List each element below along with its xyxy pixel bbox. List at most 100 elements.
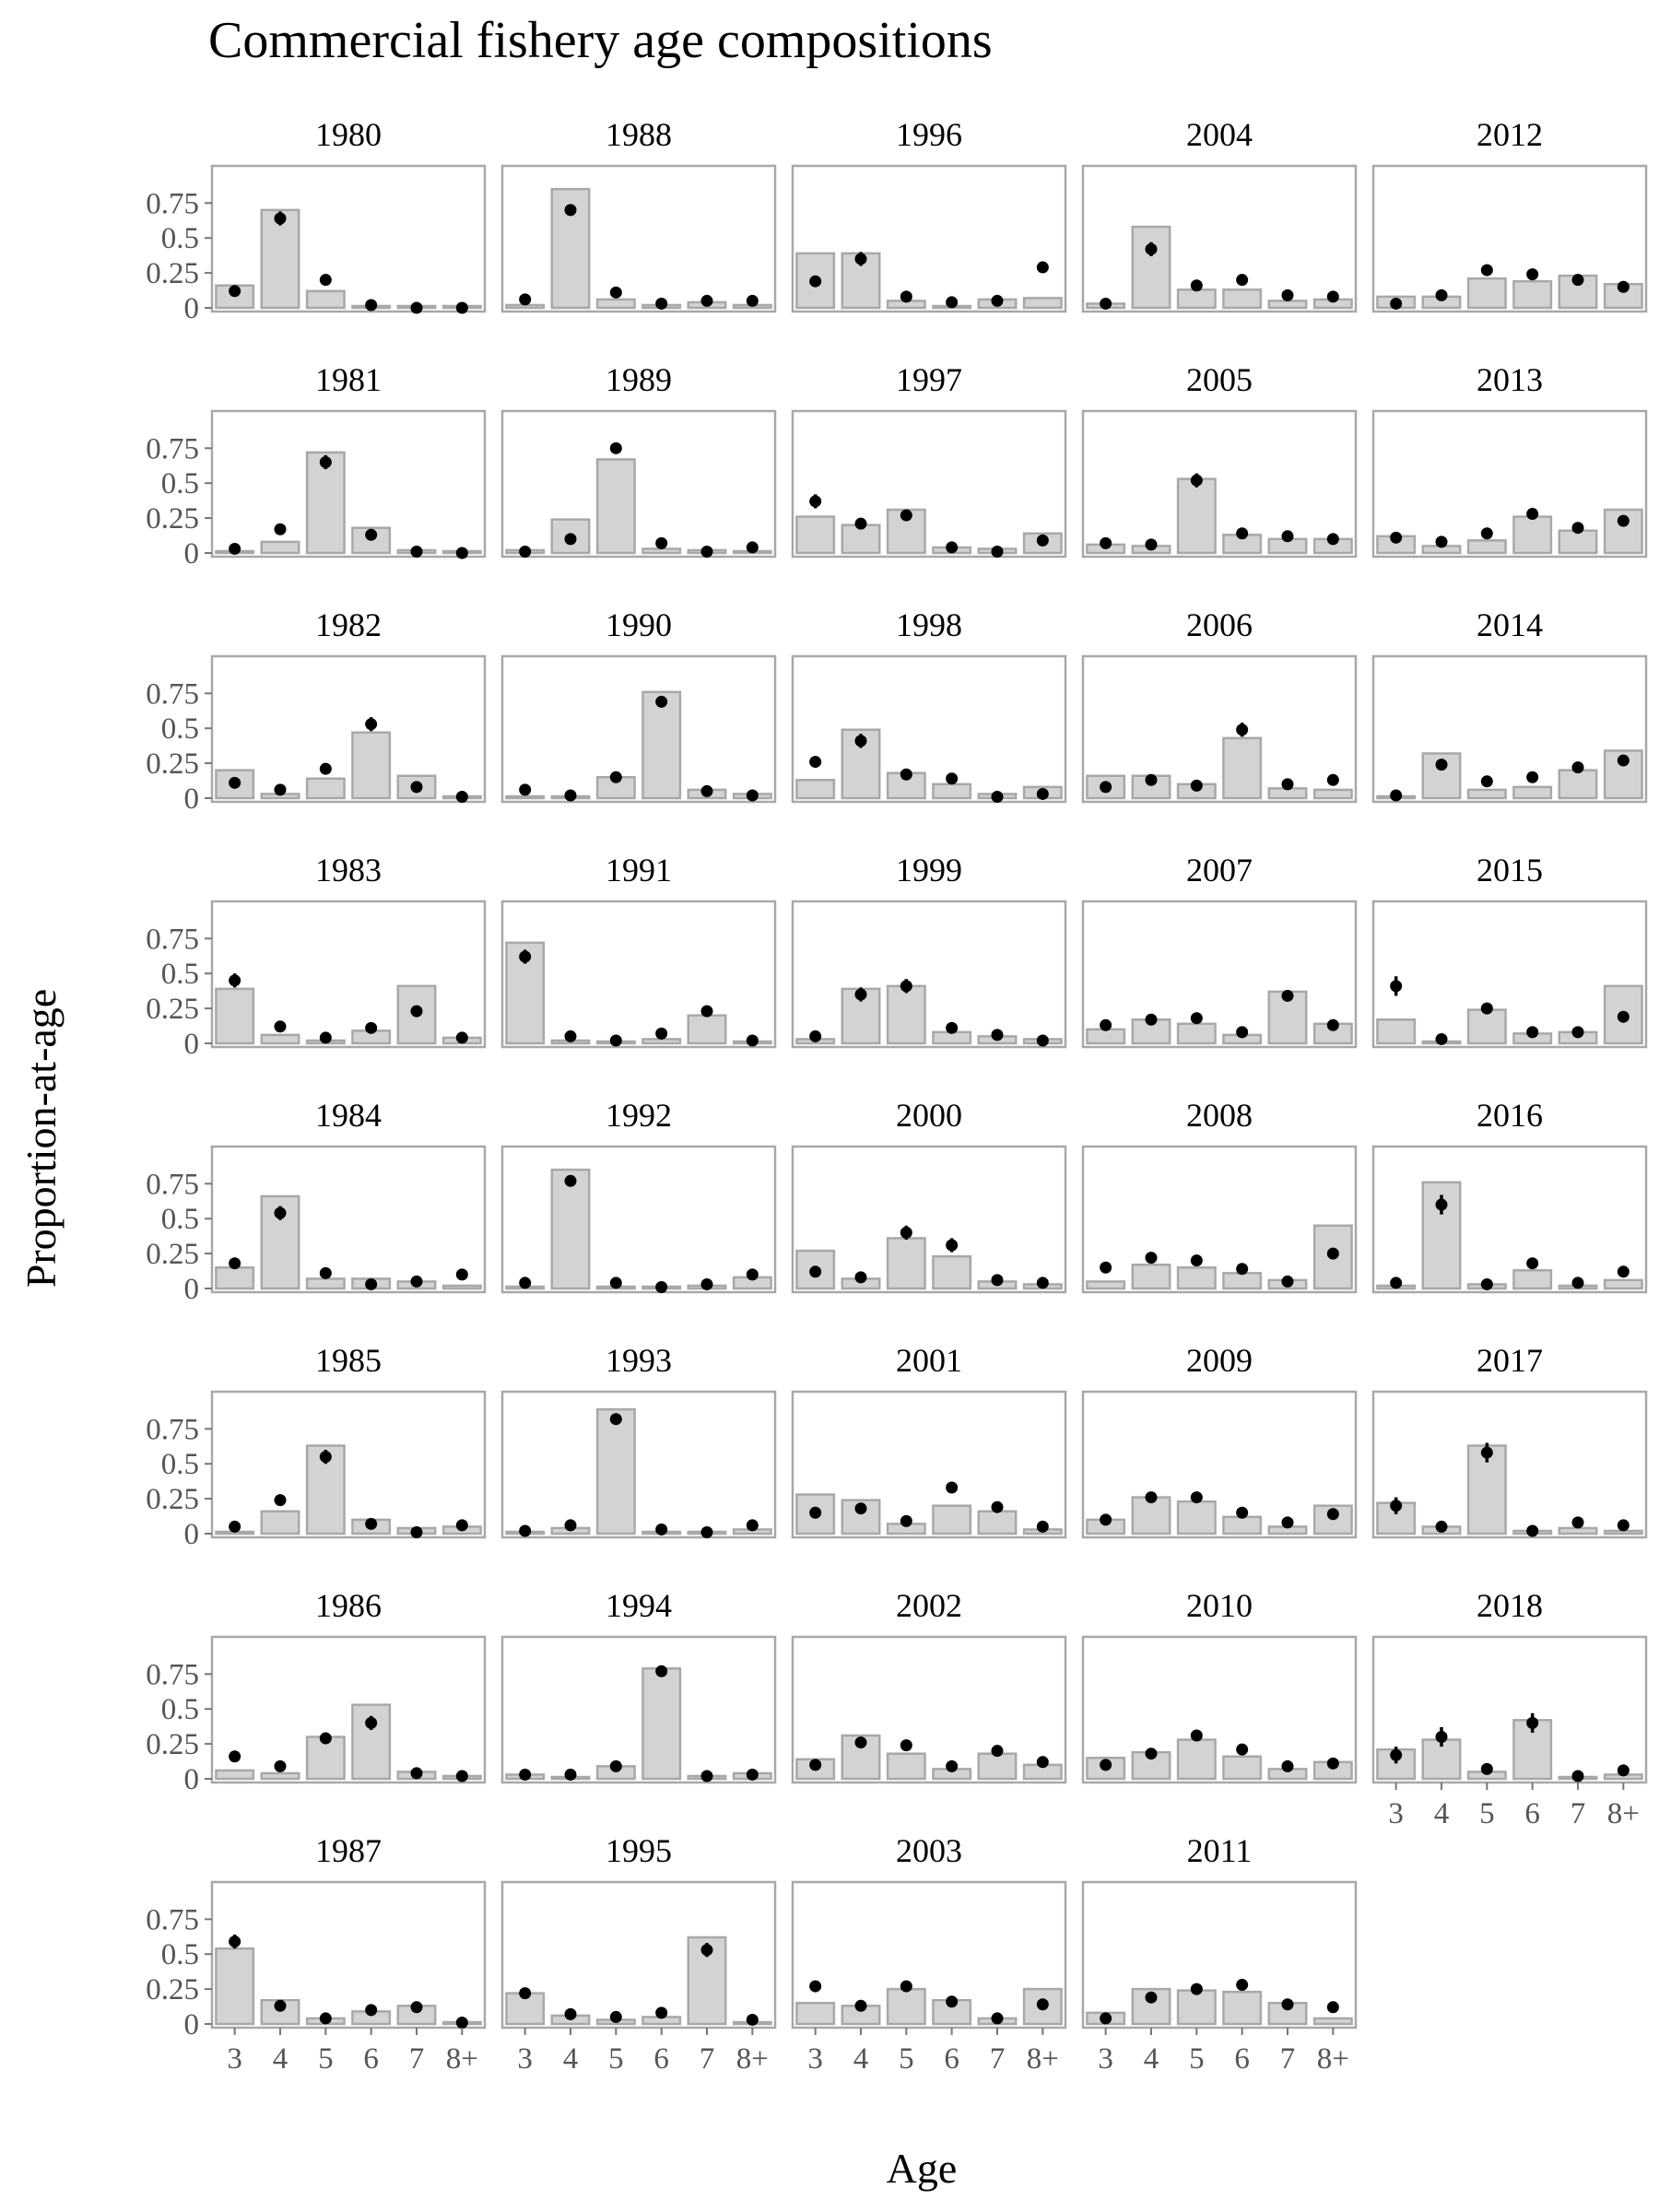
data-point (519, 783, 532, 796)
panel-title: 2000 (896, 1097, 962, 1134)
x-tick-label: 8+ (1027, 2042, 1059, 2076)
data-point (274, 523, 287, 535)
panel-title: 2001 (896, 1342, 962, 1379)
data-point (319, 1266, 332, 1279)
data-point (1435, 535, 1448, 548)
data-point (1435, 288, 1448, 301)
x-tick-label: 7 (1571, 1797, 1586, 1830)
bar (305, 777, 346, 800)
bar (505, 303, 546, 310)
bar (260, 1771, 300, 1781)
x-axis-title: Age (887, 2145, 958, 2192)
panel-title: 2013 (1477, 361, 1543, 398)
facet-panel-1983: 1983 00.250.50.75 (146, 852, 487, 1061)
data-point (319, 762, 332, 775)
panel-title: 1996 (896, 116, 962, 153)
data-point (455, 790, 468, 803)
panel-frame (1371, 900, 1648, 1049)
data-point (746, 789, 759, 802)
data-point (900, 980, 912, 993)
y-tick-label: 0.75 (146, 1903, 199, 1936)
data-point (1100, 1018, 1112, 1031)
panel-title: 1988 (606, 116, 672, 153)
x-tick-label: 5 (608, 2042, 624, 2076)
data-point (700, 1770, 713, 1783)
data-point (274, 1759, 287, 1772)
x-tick-label: 6 (653, 2042, 669, 2076)
bar (1222, 1515, 1263, 1535)
y-tick-label: 0 (184, 537, 200, 571)
facet-panel-1991: 1991 (500, 852, 777, 1049)
data-point (1281, 1998, 1294, 2011)
data-point (274, 1020, 287, 1033)
panel-frame (500, 164, 777, 313)
data-point (410, 301, 423, 314)
bar (886, 1237, 926, 1290)
data-point (700, 545, 713, 558)
bar (687, 1014, 727, 1045)
data-point (991, 1274, 1004, 1287)
data-point (1236, 1263, 1249, 1276)
x-tick-label: 3 (1098, 2042, 1113, 2076)
data-point (991, 1745, 1004, 1758)
data-point (1480, 1277, 1493, 1290)
data-point (609, 1759, 622, 1772)
data-point (1190, 1983, 1203, 1995)
y-tick-label: 0.5 (161, 1938, 199, 1971)
y-tick-label: 0 (184, 1763, 200, 1796)
panel-frame (791, 654, 1067, 804)
data-point (365, 528, 378, 541)
data-point (1526, 771, 1539, 783)
data-point (854, 1999, 867, 2012)
bar (886, 1752, 926, 1781)
y-tick-label: 0.75 (146, 187, 199, 220)
bar (260, 540, 300, 555)
facet-panel-2011: 2011 3 4 5 6 7 8+ (1081, 1832, 1358, 2076)
bar (1176, 1266, 1217, 1290)
data-point (1036, 261, 1049, 274)
data-point (1326, 533, 1339, 546)
panel-title: 1980 (315, 116, 382, 153)
data-point (365, 718, 378, 731)
data-point (946, 1759, 959, 1772)
data-point (1390, 1277, 1403, 1289)
bar (1222, 288, 1263, 310)
data-point (564, 533, 577, 546)
x-tick-label: 3 (227, 2042, 242, 2076)
panel-frame (1081, 900, 1358, 1049)
y-axis-title: Proportion-at-age (18, 989, 65, 1288)
y-tick-label: 0.5 (161, 712, 199, 746)
data-point (229, 776, 241, 789)
chart-title: Commercial fishery age compositions (208, 12, 993, 69)
facet-panel-2001: 2001 (791, 1342, 1067, 1539)
data-point (1236, 274, 1249, 287)
panel-frame (500, 1390, 777, 1539)
panel-title: 2002 (896, 1587, 962, 1624)
panel-frame (210, 1635, 487, 1784)
data-point (1390, 1748, 1403, 1761)
data-point (274, 1494, 287, 1507)
data-point (655, 1523, 668, 1535)
panel-frame (500, 1880, 777, 2030)
x-tick-label: 7 (700, 2042, 715, 2076)
panel-frame (1081, 1880, 1358, 2030)
data-point (655, 1027, 668, 1040)
data-point (365, 1716, 378, 1729)
bar (977, 1510, 1018, 1535)
bar (305, 1277, 346, 1290)
data-point (274, 783, 287, 796)
panel-title: 1983 (315, 852, 382, 888)
panel-title: 2015 (1477, 852, 1543, 888)
data-point (1145, 773, 1158, 786)
data-point (1480, 1002, 1493, 1015)
panel-frame (791, 1880, 1067, 2030)
y-tick-label: 0.5 (161, 1693, 199, 1726)
data-point (854, 517, 867, 530)
data-point (700, 1525, 713, 1538)
panel-frame (210, 1145, 487, 1294)
data-point (519, 1524, 532, 1537)
panel-title: 2016 (1477, 1097, 1543, 1134)
data-point (564, 204, 577, 217)
bar (641, 547, 682, 555)
